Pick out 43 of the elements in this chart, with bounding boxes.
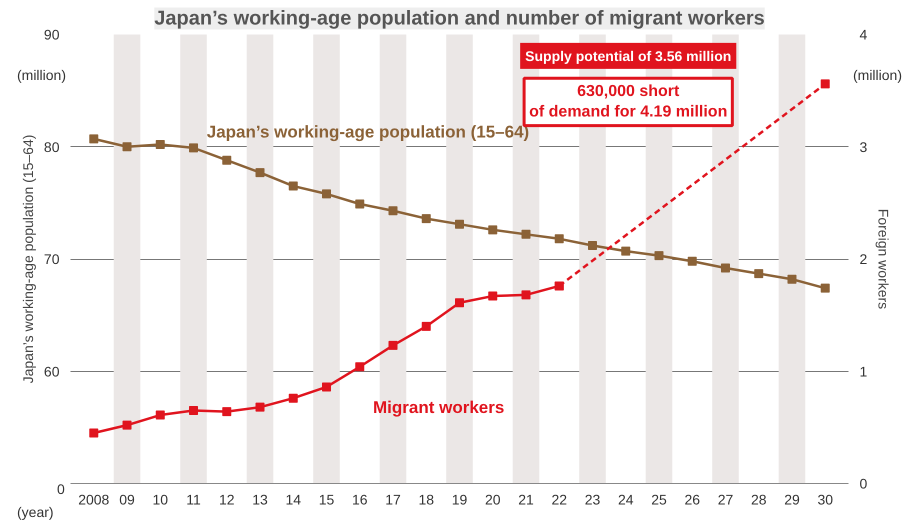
x-tick-label: 10 bbox=[152, 492, 168, 508]
y-axis-title: Japan’s working-age population (15–64) bbox=[20, 134, 36, 384]
x-tick-label: 12 bbox=[218, 492, 235, 508]
text: (million) bbox=[853, 66, 902, 85]
y2-tick-label: 1 bbox=[860, 363, 868, 380]
text: 0 bbox=[57, 480, 65, 499]
series-label: Migrant workers bbox=[373, 398, 504, 417]
x-tick-label: 14 bbox=[285, 492, 302, 508]
y-tick-label: 60 bbox=[44, 363, 60, 380]
x-tick-label: 29 bbox=[784, 492, 800, 508]
x-tick-label: 20 bbox=[484, 492, 501, 508]
x-tick-label: 24 bbox=[618, 492, 634, 508]
y2-tick-label: 2 bbox=[860, 251, 868, 267]
text: (million) bbox=[17, 66, 66, 85]
x-tick-label: 28 bbox=[750, 492, 767, 508]
x-tick-label: 27 bbox=[718, 492, 734, 508]
y-tick-label: 80 bbox=[44, 138, 60, 155]
x-tick-label: 21 bbox=[518, 492, 534, 508]
y2-tick-label: 0 bbox=[860, 476, 868, 492]
x-tick-label: 16 bbox=[352, 492, 368, 508]
x-tick-label: 30 bbox=[817, 492, 834, 508]
x-tick-label: 17 bbox=[385, 492, 402, 508]
x-tick-label: 25 bbox=[651, 492, 667, 508]
y2-tick-label: 4 bbox=[860, 26, 868, 42]
x-tick-label: 15 bbox=[318, 492, 335, 508]
annotation: 630,000 short of demand for 4.19 million bbox=[529, 83, 728, 121]
x-tick-label: 23 bbox=[584, 492, 600, 508]
x-tick-label: 11 bbox=[186, 492, 201, 508]
x-tick-label: 26 bbox=[684, 492, 700, 508]
x-tick-label: 09 bbox=[119, 492, 136, 508]
y-tick-label: 90 bbox=[44, 26, 60, 42]
text: (year) bbox=[17, 503, 54, 522]
annotation: Supply potential of 3.56 million bbox=[525, 48, 732, 64]
y2-tick-label: 3 bbox=[860, 138, 868, 155]
x-tick-label: 18 bbox=[418, 492, 434, 508]
series-label: Japan’s working-age population (15–64) bbox=[206, 122, 530, 142]
x-tick-label: 13 bbox=[252, 492, 268, 508]
y2-axis-title: Foreign workers bbox=[875, 208, 892, 310]
y-tick-label: 70 bbox=[44, 251, 60, 267]
chart-title: Japan’s working-age population and number of migrant workers bbox=[154, 8, 765, 30]
x-tick-label: 22 bbox=[551, 492, 568, 508]
x-tick-label: 2008 bbox=[78, 492, 110, 508]
x-tick-label: 19 bbox=[452, 492, 468, 508]
